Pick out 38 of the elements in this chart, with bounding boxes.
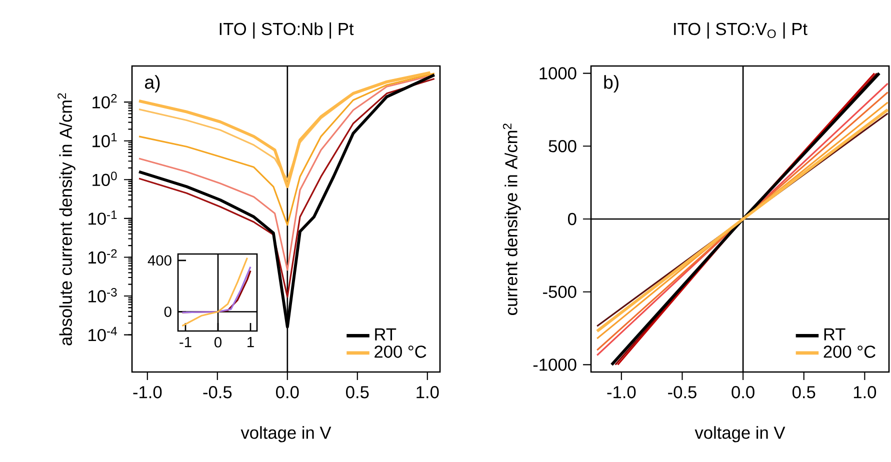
y-tick-label: 10$^{2}$ xyxy=(92,94,117,108)
y-tick-label: -500 xyxy=(543,286,576,298)
chart-title: ITO | STO:Nb | Pt xyxy=(220,22,354,39)
x-axis-title: voltage in V xyxy=(240,426,332,442)
x-tick-label: 1.0 xyxy=(854,386,876,398)
chart-title: ITO | STO:V$_{O}$ | Pt xyxy=(674,22,808,39)
x-tick-label: 1.0 xyxy=(416,386,439,398)
x-tick-label: 0 xyxy=(214,337,222,348)
y-tick-label: 1000 xyxy=(540,67,576,80)
x-axis-title: voltage in V xyxy=(694,426,786,442)
y-tick-label: -1000 xyxy=(533,358,576,371)
annotation: b) xyxy=(604,75,618,92)
y-tick-label: 10$^{-4}$ xyxy=(88,326,117,342)
y-tick-label: 10$^{-1}$ xyxy=(88,210,117,225)
y-tick-label: 0 xyxy=(568,212,576,226)
legend-label: RT xyxy=(824,328,846,340)
x-tick-label: 1 xyxy=(248,337,254,348)
x-tick-label: 0.0 xyxy=(276,386,299,398)
x-tick-label: -1.0 xyxy=(607,386,636,398)
y-axis-title: absolute current density in A/cm$^{2}$ xyxy=(58,93,76,346)
x-tick-label: 0.0 xyxy=(732,386,754,398)
x-tick-label: -1 xyxy=(180,337,192,348)
y-tick-label: 10$^{-2}$ xyxy=(88,249,117,264)
legend-label: RT xyxy=(375,328,396,340)
x-tick-label: 0.5 xyxy=(792,386,816,398)
y-tick-label: 400 xyxy=(148,255,172,266)
x-tick-label: -1.0 xyxy=(133,386,162,398)
y-tick-label: 500 xyxy=(548,140,576,152)
y-tick-label: 10$^{0}$ xyxy=(92,172,117,186)
annotation: a) xyxy=(145,75,160,92)
legend-label: 200 °C xyxy=(374,346,426,358)
x-tick-label: -0.5 xyxy=(203,386,232,398)
y-axis-title: current densitye in A/cm$^{2}$ xyxy=(502,124,521,315)
x-tick-label: -0.5 xyxy=(668,386,696,398)
y-tick-label: 10$^{1}$ xyxy=(92,132,117,148)
y-tick-label: 10$^{-3}$ xyxy=(88,288,117,302)
x-tick-label: 0.5 xyxy=(346,386,369,398)
legend-label: 200 °C xyxy=(824,346,876,358)
